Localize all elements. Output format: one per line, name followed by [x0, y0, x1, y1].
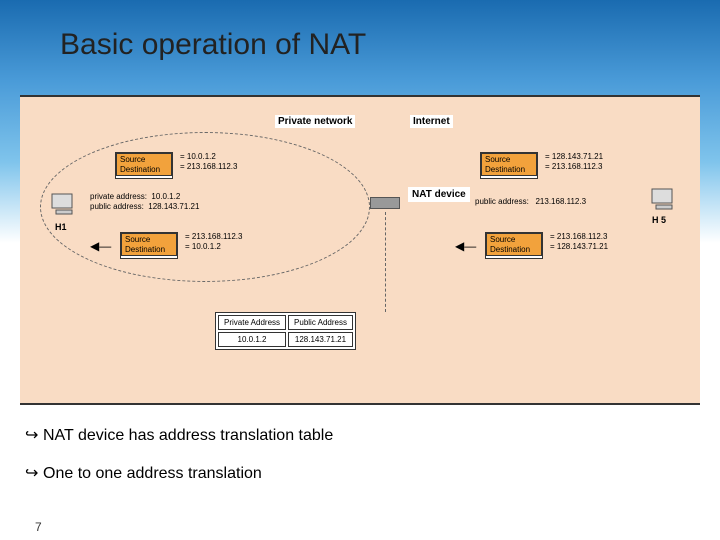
- nat-device-label: NAT device: [408, 187, 470, 202]
- host-h5-icon: [650, 187, 678, 211]
- slide-title: Basic operation of NAT: [60, 28, 366, 62]
- h1-addresses: private address: 10.0.1.2 public address…: [90, 192, 199, 213]
- host-h1-label: H1: [55, 222, 67, 232]
- table-cell-private: 10.0.1.2: [218, 332, 286, 347]
- bullet-symbol-icon: ↪: [25, 463, 43, 483]
- internet-label: Internet: [410, 115, 453, 128]
- nat-public-addr: public address: 213.168.112.3: [475, 197, 586, 207]
- table-header-private: Private Address: [218, 315, 286, 330]
- packet-out-right-values: = 128.143.71.21 = 213.168.112.3: [545, 152, 603, 173]
- pkt-src-label: Source: [120, 155, 145, 164]
- pkt-dst-label: Destination: [120, 165, 160, 174]
- private-network-label: Private network: [275, 115, 355, 128]
- nat-diagram-panel: Private network Internet Source Destinat…: [20, 95, 700, 405]
- host-h5-label: H 5: [652, 215, 666, 225]
- nat-table-connector: [385, 212, 386, 312]
- packet-in-left-fields: Source Destination: [120, 232, 178, 259]
- bullet-1: ↪NAT device has address translation tabl…: [25, 425, 333, 445]
- bullet-list: ↪NAT device has address translation tabl…: [25, 425, 333, 501]
- packet-in-right-fields: Source Destination: [485, 232, 543, 259]
- bullet-2: ↪One to one address translation: [25, 463, 333, 483]
- packet-out-left-values: = 10.0.1.2 = 213.168.112.3: [180, 152, 237, 173]
- table-cell-public: 128.143.71.21: [288, 332, 353, 347]
- translation-table: Private Address Public Address 10.0.1.2 …: [215, 312, 356, 350]
- table-header-public: Public Address: [288, 315, 353, 330]
- packet-out-right-fields: Source Destination: [480, 152, 538, 179]
- bullet-symbol-icon: ↪: [25, 425, 43, 445]
- packet-in-right-values: = 213.168.112.3 = 128.143.71.21: [550, 232, 608, 253]
- nat-device-icon: [370, 197, 400, 209]
- host-h1-icon: [50, 192, 78, 216]
- packet-out-left-fields: Source Destination: [115, 152, 173, 179]
- arrow-right-icon: ◀—: [455, 239, 476, 253]
- packet-in-left-values: = 213.168.112.3 = 10.0.1.2: [185, 232, 242, 253]
- arrow-left-icon: ◀—: [90, 239, 111, 253]
- page-number: 7: [35, 520, 42, 534]
